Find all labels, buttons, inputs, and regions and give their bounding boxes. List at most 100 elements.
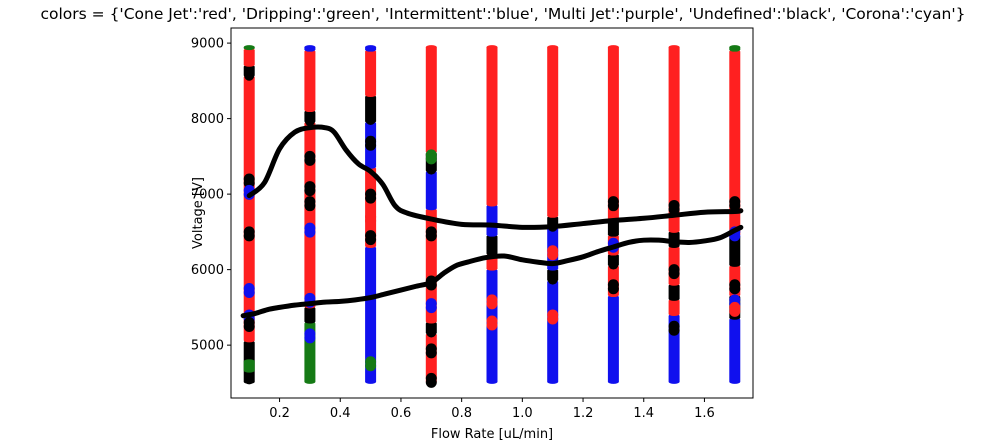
data-point bbox=[729, 254, 740, 265]
data-point bbox=[668, 324, 680, 336]
x-axis-label: Flow Rate [uL/min] bbox=[431, 427, 553, 442]
data-point bbox=[486, 319, 498, 331]
point-segment-cone-jet bbox=[304, 121, 316, 309]
point-column-6 bbox=[547, 45, 559, 384]
plot-frame bbox=[230, 27, 754, 399]
data-point bbox=[365, 215, 377, 227]
x-tick-label: 0.8 bbox=[451, 406, 472, 421]
data-point bbox=[425, 376, 437, 388]
data-point bbox=[547, 313, 559, 325]
data-point bbox=[304, 332, 316, 344]
x-tick-label: 1.4 bbox=[633, 406, 654, 421]
data-point bbox=[244, 374, 255, 385]
data-point bbox=[304, 116, 315, 127]
point-column-7 bbox=[607, 45, 619, 384]
point-segment-cone-jet bbox=[304, 49, 316, 113]
data-point bbox=[425, 153, 437, 165]
data-point bbox=[608, 225, 619, 236]
y-tick-label: 6000 bbox=[191, 263, 224, 278]
point-segment-intermittent bbox=[365, 245, 377, 384]
boundary-curve-upper bbox=[246, 124, 744, 230]
point-segment-cone-jet bbox=[243, 75, 255, 343]
point-segment-intermittent bbox=[607, 295, 619, 384]
point-segment-cone-jet bbox=[425, 45, 437, 154]
data-point bbox=[365, 234, 377, 246]
y-tick-label: 9000 bbox=[191, 37, 224, 52]
point-segment-dripping bbox=[243, 45, 255, 51]
point-segment-cone-jet bbox=[668, 298, 680, 316]
data-point bbox=[668, 203, 680, 215]
data-point bbox=[425, 347, 437, 359]
data-point bbox=[729, 200, 741, 212]
point-column-3 bbox=[365, 45, 377, 384]
point-segment-intermittent bbox=[486, 204, 498, 237]
data-point bbox=[608, 259, 619, 270]
data-point bbox=[668, 268, 680, 280]
data-point bbox=[243, 230, 255, 242]
data-point bbox=[487, 240, 497, 251]
point-segment-dripping bbox=[243, 359, 255, 373]
x-tick-label: 1.6 bbox=[694, 406, 715, 421]
data-point bbox=[425, 230, 437, 242]
data-point bbox=[547, 249, 559, 261]
x-tick-label: 1.2 bbox=[573, 406, 594, 421]
x-tick-label: 0.6 bbox=[391, 406, 412, 421]
data-point bbox=[365, 114, 376, 125]
data-point bbox=[304, 154, 316, 166]
data-point bbox=[729, 247, 740, 258]
y-tick-label: 5000 bbox=[191, 339, 224, 354]
data-point bbox=[426, 164, 437, 175]
data-point bbox=[304, 226, 316, 238]
data-point bbox=[425, 302, 437, 314]
point-segment-cone-jet bbox=[365, 166, 377, 248]
data-point bbox=[729, 283, 741, 295]
point-segment-cone-jet bbox=[668, 45, 680, 233]
y-axis-label: Voltage [V] bbox=[191, 177, 206, 249]
point-column-1 bbox=[243, 45, 255, 385]
data-point bbox=[244, 346, 255, 357]
data-point bbox=[607, 283, 619, 295]
data-point bbox=[365, 100, 376, 111]
data-point bbox=[304, 200, 316, 212]
data-point bbox=[607, 200, 619, 212]
y-axis: 5000 6000 7000 8000 9000 bbox=[191, 37, 231, 354]
data-point bbox=[365, 139, 377, 151]
point-segment-intermittent bbox=[365, 45, 377, 52]
data-point bbox=[426, 327, 437, 338]
data-point bbox=[365, 192, 377, 204]
point-segment-cone-jet bbox=[607, 45, 619, 222]
data-point bbox=[486, 283, 498, 295]
data-point bbox=[243, 287, 255, 299]
point-segment-cone-jet bbox=[243, 48, 255, 67]
data-point bbox=[304, 312, 315, 323]
data-point bbox=[365, 360, 377, 372]
data-point bbox=[729, 305, 741, 317]
point-column-9 bbox=[729, 45, 741, 384]
data-point bbox=[669, 289, 680, 300]
x-tick-label: 0.4 bbox=[330, 406, 351, 421]
data-point bbox=[243, 320, 255, 332]
point-segment-cone-jet bbox=[365, 49, 377, 97]
point-segment-intermittent bbox=[425, 170, 437, 211]
data-point bbox=[547, 274, 558, 285]
x-tick-label: 1.0 bbox=[512, 406, 533, 421]
point-segment-intermittent bbox=[729, 317, 741, 384]
x-tick-label: 0.2 bbox=[269, 406, 290, 421]
point-segment-cone-jet bbox=[486, 45, 498, 207]
point-segment-cone-jet bbox=[729, 49, 741, 237]
y-tick-label: 7000 bbox=[191, 188, 224, 203]
data-points-layer bbox=[243, 45, 741, 388]
point-segment-dripping bbox=[729, 45, 741, 52]
boundary-curves-layer bbox=[240, 124, 744, 319]
data-point bbox=[365, 107, 376, 118]
point-column-5 bbox=[486, 45, 498, 384]
boundary-curve-lower bbox=[240, 224, 744, 319]
point-column-2 bbox=[304, 45, 316, 384]
data-point bbox=[304, 185, 316, 197]
y-tick-label: 8000 bbox=[191, 112, 224, 127]
point-segment-intermittent bbox=[304, 45, 316, 52]
data-point bbox=[486, 298, 498, 310]
point-column-8 bbox=[668, 45, 680, 384]
x-axis: 0.2 0.4 0.6 0.8 1.0 1.2 1.4 1.6 bbox=[269, 398, 715, 421]
